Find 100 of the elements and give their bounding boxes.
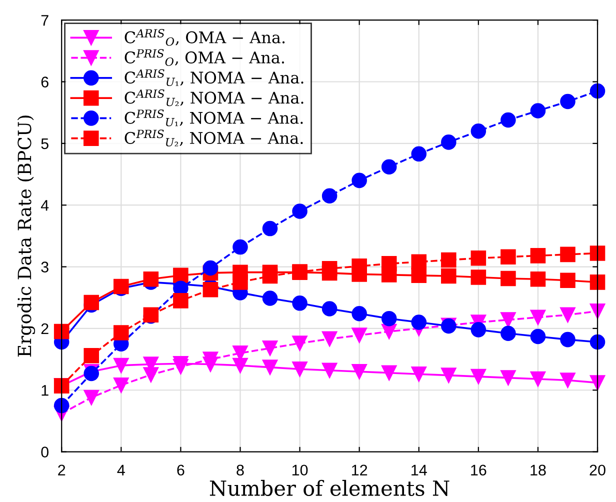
point: [352, 328, 367, 343]
point: [352, 172, 367, 188]
point: [500, 312, 516, 328]
point: [470, 123, 486, 139]
legend-label: C$^{ARIS}$$_{U₂}$, NOMA − Ana.: [124, 89, 304, 106]
point: [54, 324, 70, 340]
point: [352, 306, 367, 322]
y-tick-label: 6: [41, 76, 48, 88]
point: [530, 371, 546, 387]
point: [411, 254, 427, 270]
point: [411, 146, 427, 162]
point: [381, 310, 397, 326]
point: [84, 348, 100, 364]
point: [560, 307, 576, 323]
point: [114, 325, 129, 340]
point: [143, 367, 159, 382]
point: [54, 398, 70, 414]
y-tick-label: 5: [41, 138, 48, 150]
point: [441, 134, 456, 150]
point: [322, 331, 338, 347]
point: [143, 271, 159, 287]
point: [560, 372, 576, 388]
point: [262, 360, 278, 375]
point: [500, 112, 516, 128]
point: [292, 296, 308, 311]
point: [411, 314, 427, 330]
x-tick-label: 14: [412, 464, 427, 476]
point: [173, 293, 188, 308]
point: [560, 332, 576, 348]
point: [262, 220, 278, 236]
point: [530, 328, 546, 344]
y-tick-label: 2: [41, 323, 48, 334]
x-tick-label: 2: [58, 464, 66, 476]
point: [173, 359, 188, 374]
point: [590, 334, 606, 350]
x-axis-title: Number of elements N: [210, 480, 450, 496]
x-tick-label: 8: [236, 464, 244, 476]
point: [560, 94, 576, 110]
y-tick-label: 4: [40, 200, 49, 211]
y-axis-title: Ergodic Data Rate (BPCU): [17, 116, 36, 357]
x-tick-label: 10: [292, 464, 308, 476]
legend-label: C$^{ARIS}$$_{O}$, OMA − Ana.: [124, 29, 285, 46]
point: [292, 336, 308, 351]
point: [530, 310, 546, 325]
point: [381, 365, 397, 380]
point: [530, 271, 546, 287]
point: [470, 250, 486, 266]
point: [381, 256, 397, 272]
point: [202, 260, 218, 276]
point: [84, 390, 100, 406]
point: [470, 270, 486, 285]
point: [114, 358, 129, 374]
y-tick-label: 1: [42, 385, 48, 396]
point: [470, 322, 486, 338]
point: [411, 366, 427, 382]
legend-label: C$^{PRIS}$$_{U₁}$, NOMA − Ana.: [124, 110, 303, 126]
point: [441, 268, 456, 284]
point: [322, 301, 338, 316]
point: [262, 340, 278, 356]
point: [590, 375, 606, 390]
point: [84, 294, 100, 310]
point: [232, 358, 248, 374]
point: [232, 274, 248, 290]
y-tick-label: 7: [41, 15, 48, 26]
x-tick-label: 16: [471, 464, 486, 476]
point: [114, 378, 129, 393]
point: [292, 204, 308, 219]
x-tick-label: 12: [352, 464, 368, 476]
point: [560, 272, 576, 288]
point: [500, 326, 516, 342]
point: [560, 246, 576, 262]
point: [500, 249, 516, 265]
point: [262, 290, 278, 306]
legend-label: C$^{ARIS}$$_{U₁}$, NOMA − Ana.: [124, 69, 304, 86]
point: [470, 368, 486, 384]
point: [352, 258, 367, 274]
point: [530, 248, 546, 264]
point: [173, 268, 188, 284]
point: [441, 368, 456, 383]
point: [232, 239, 248, 255]
y-tick-label: 3: [41, 262, 48, 272]
point: [322, 188, 338, 204]
point: [322, 362, 338, 378]
x-tick-label: 6: [177, 464, 184, 476]
x-tick-label: 18: [530, 464, 546, 476]
point: [441, 252, 456, 268]
point: [262, 268, 278, 284]
point: [500, 270, 516, 286]
x-tick-label: 4: [117, 464, 125, 476]
point: [411, 268, 427, 284]
point: [322, 260, 338, 276]
point: [500, 370, 516, 386]
point: [292, 362, 308, 377]
y-tick-label: 0: [41, 446, 49, 458]
x-tick-label: 20: [590, 464, 606, 476]
legend-label: C$^{PRIS}$$_{U₂}$, NOMA − Ana.: [124, 130, 303, 146]
legend-label: C$^{PRIS}$$_{O}$, OMA − Ana.: [124, 49, 284, 66]
point: [590, 246, 606, 261]
point: [352, 364, 367, 380]
point: [530, 103, 546, 118]
